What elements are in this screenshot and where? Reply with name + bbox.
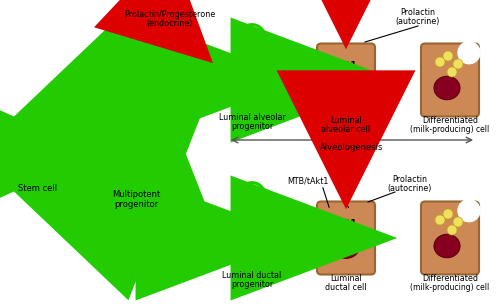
Text: progenitor: progenitor bbox=[231, 122, 273, 131]
Text: progenitor: progenitor bbox=[231, 280, 273, 289]
Ellipse shape bbox=[332, 234, 360, 258]
Ellipse shape bbox=[240, 225, 264, 251]
Circle shape bbox=[458, 42, 480, 64]
Text: MTB/tAkt1: MTB/tAkt1 bbox=[288, 176, 329, 185]
Ellipse shape bbox=[434, 234, 460, 258]
Circle shape bbox=[447, 225, 457, 235]
Text: Differentiated: Differentiated bbox=[422, 274, 478, 283]
Circle shape bbox=[447, 67, 457, 77]
Text: (milk-producing) cell: (milk-producing) cell bbox=[410, 125, 490, 134]
Ellipse shape bbox=[332, 76, 360, 100]
Ellipse shape bbox=[126, 142, 146, 165]
FancyBboxPatch shape bbox=[421, 201, 479, 274]
Circle shape bbox=[104, 122, 168, 186]
Text: (endocrine): (endocrine) bbox=[147, 19, 193, 28]
Circle shape bbox=[435, 57, 445, 67]
Circle shape bbox=[453, 59, 463, 69]
Text: Stem cell: Stem cell bbox=[18, 184, 58, 193]
Text: Prolactin: Prolactin bbox=[392, 175, 428, 184]
Ellipse shape bbox=[224, 50, 280, 110]
Circle shape bbox=[453, 217, 463, 227]
Text: Luminal ductal: Luminal ductal bbox=[222, 271, 282, 280]
Text: Akt1: Akt1 bbox=[334, 220, 358, 228]
Text: ductal cell: ductal cell bbox=[325, 283, 367, 292]
Text: Akt1: Akt1 bbox=[334, 61, 358, 71]
Text: (autocrine): (autocrine) bbox=[388, 184, 432, 193]
Text: (milk-producing) cell: (milk-producing) cell bbox=[410, 283, 490, 292]
Text: Luminal: Luminal bbox=[330, 274, 362, 283]
Text: Prolactin/Progesterone: Prolactin/Progesterone bbox=[124, 10, 216, 19]
Circle shape bbox=[443, 209, 453, 219]
Text: alveolar cell: alveolar cell bbox=[322, 125, 370, 134]
Text: Prolactin: Prolactin bbox=[400, 8, 436, 17]
Text: Multipotent: Multipotent bbox=[112, 190, 160, 199]
FancyBboxPatch shape bbox=[317, 201, 375, 274]
Circle shape bbox=[435, 215, 445, 225]
Text: (autocrine): (autocrine) bbox=[396, 17, 440, 26]
Ellipse shape bbox=[434, 76, 460, 100]
Ellipse shape bbox=[16, 127, 60, 181]
Text: Alveologenesis: Alveologenesis bbox=[320, 143, 384, 152]
Text: Differentiated: Differentiated bbox=[422, 116, 478, 125]
Text: Luminal: Luminal bbox=[330, 116, 362, 125]
Text: progenitor: progenitor bbox=[114, 200, 158, 209]
Ellipse shape bbox=[224, 208, 280, 268]
Ellipse shape bbox=[26, 136, 50, 172]
FancyBboxPatch shape bbox=[317, 44, 375, 116]
Ellipse shape bbox=[240, 67, 264, 93]
Circle shape bbox=[458, 200, 480, 222]
Text: Luminal alveolar: Luminal alveolar bbox=[218, 113, 286, 122]
FancyBboxPatch shape bbox=[421, 44, 479, 116]
Circle shape bbox=[443, 51, 453, 61]
